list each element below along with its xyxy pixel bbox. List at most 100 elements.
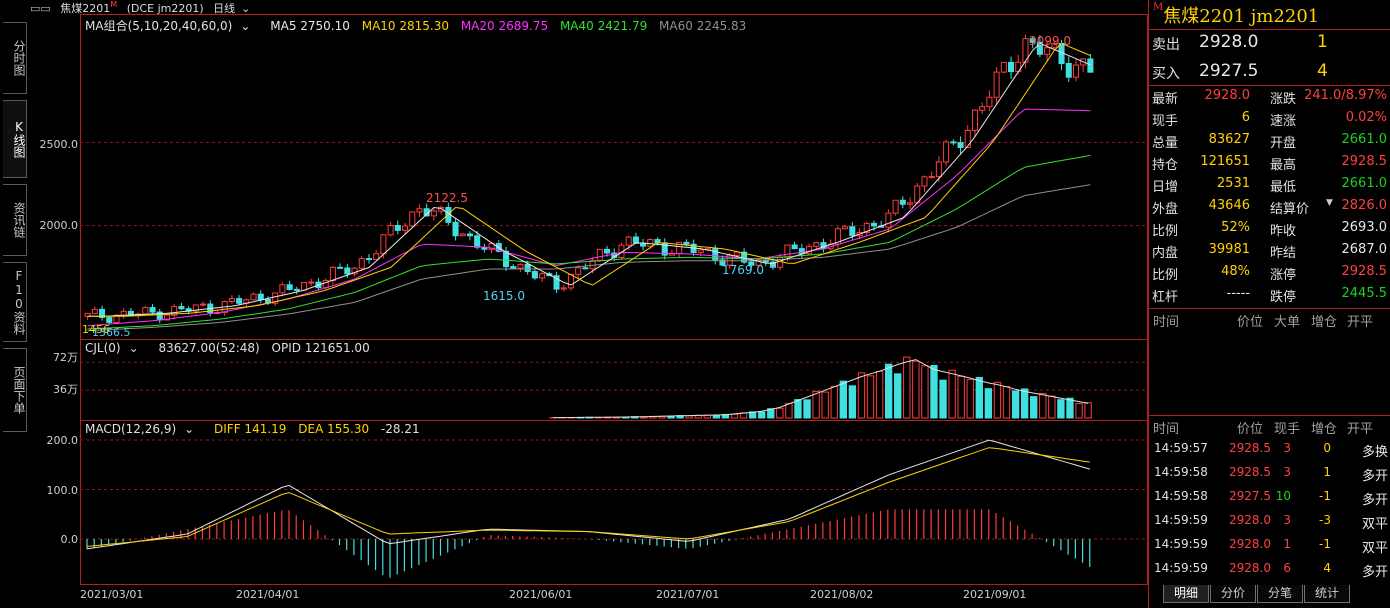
tick-type: 多开 [1362,469,1389,484]
candle [899,199,906,205]
tick-oi-change: 4 [1323,561,1331,575]
candle [625,236,632,246]
tab-order[interactable]: 页面下单 [3,348,27,432]
candle [257,293,264,301]
tick-header: 时间 [1153,422,1180,437]
quote-row: 总量 83627 [1152,132,1250,154]
menu-icon[interactable]: ▭▭ [30,2,51,15]
x-axis-label: 2021/03/01 [80,588,144,601]
tick-header: 开平 [1347,422,1374,437]
quote-value: 0.02% [1345,110,1387,125]
quote-value: 2826.0 [1341,198,1388,213]
quote-label: 比例 [1152,224,1179,239]
volume-bar [894,373,902,419]
volume-bar [993,381,1002,419]
volume-bar [866,375,875,419]
tab-kline[interactable]: K线图 [3,100,27,178]
candle [402,225,409,231]
candle [91,308,98,314]
tick-header: 增仓 [1311,422,1338,437]
ma-line-ma10 [87,42,1091,317]
tick-volume: 3 [1283,441,1291,455]
candle [351,267,358,275]
candle [964,129,971,149]
macd-indicator-select[interactable]: MACD(12,26,9) ⌄ [85,422,195,436]
volume-bar [930,364,938,419]
volume-bar [685,415,693,419]
bigorder-header: 增仓 [1311,315,1338,330]
candle [250,293,257,301]
bigorder-header: 时间 [1153,315,1180,330]
tick-time: 14:59:58 [1154,489,1208,503]
tab-f10[interactable]: F10资料 [3,262,27,342]
dea-value: DEA 155.30 [298,422,370,436]
tick-oi-change: -3 [1319,513,1331,527]
candle [488,243,495,250]
candle [849,226,856,237]
quote-value: 2928.5 [1341,264,1388,279]
quote-row: 速涨 0.02% [1270,110,1387,132]
volume-chart [80,356,1148,419]
quote-value: 2661.0 [1341,176,1388,191]
candle [474,235,481,248]
macd-axis-label: 200.0 [46,434,79,447]
quote-label: 昨结 [1270,246,1297,261]
volume-bar [975,376,983,419]
volume-bar [948,369,956,419]
x-axis-label: 2021/09/01 [963,588,1027,601]
volume-bar [1066,397,1074,419]
ma-group-select[interactable]: MA组合(5,10,20,40,60,0) ⌄ [85,19,251,33]
candle [806,245,813,255]
quote-row: 开盘 2661.0 [1270,132,1387,154]
candle [813,242,820,247]
detail-tab[interactable]: 明细 [1163,585,1209,603]
quote-row: 跌停 2445.5 [1270,286,1387,308]
detail-tab[interactable]: 统计 [1304,585,1350,603]
macd-axis-label: 100.0 [46,484,79,497]
ask-row[interactable]: 卖出 2928.0 1 [1152,32,1328,53]
annotation-low: 1769.0 [722,263,764,277]
candle [380,234,387,255]
candle [99,308,106,319]
candle [943,141,950,163]
volume-axis-label: 36万 [53,383,78,396]
quote-label: 速涨 [1270,114,1297,129]
candle [1072,64,1079,78]
ma-legend: MA组合(5,10,20,40,60,0) ⌄ MA5 2750.10 MA10 … [85,17,754,34]
tab-intraday[interactable]: 分时图 [3,22,27,94]
quote-label: 昨收 [1270,224,1297,239]
tick-type: 多换 [1362,445,1389,460]
candle [517,263,524,269]
quote-value: ----- [1226,286,1250,301]
volume-indicator-select[interactable]: CJL(0) ⌄ [85,341,139,355]
quote-label: 外盘 [1152,202,1179,217]
quote-row: 日增 2531 [1152,176,1250,198]
quote-label: 比例 [1152,268,1179,283]
ma-line-ma60 [87,184,1091,332]
candle [748,261,755,266]
detail-tab[interactable]: 分笔 [1257,585,1303,603]
candle [394,224,401,231]
annotation-low: 1456 [82,323,110,336]
detail-tab[interactable]: 分价 [1210,585,1256,603]
quote-row: 外盘 43646 [1152,198,1250,220]
quote-value: 2928.0 [1204,88,1251,103]
candle [1087,58,1094,73]
tick-oi-change: -1 [1319,489,1331,503]
macd-value: -28.21 [380,422,420,436]
tick-time: 14:59:59 [1154,561,1208,575]
quote-panel: M焦煤2201 jm2201 卖出 2928.0 1 买入 2927.5 4 明细 分价分… [1148,0,1390,608]
candle [632,236,639,244]
tab-news[interactable]: 资讯链 [3,184,27,256]
tick-time: 14:59:59 [1154,513,1208,527]
bid-row[interactable]: 买入 2927.5 4 [1152,61,1328,82]
ma-line-ma40 [87,154,1091,330]
candle [524,263,531,272]
quote-value: 241.0/8.97% [1304,88,1387,103]
period-select[interactable]: 日线 ⌄ [213,2,251,15]
quote-label: 现手 [1152,114,1179,129]
bigorder-header: 大单 [1274,315,1301,330]
ma20-value: MA20 2689.75 [460,19,549,33]
ma-line-ma5 [87,42,1091,317]
candle [567,273,574,289]
